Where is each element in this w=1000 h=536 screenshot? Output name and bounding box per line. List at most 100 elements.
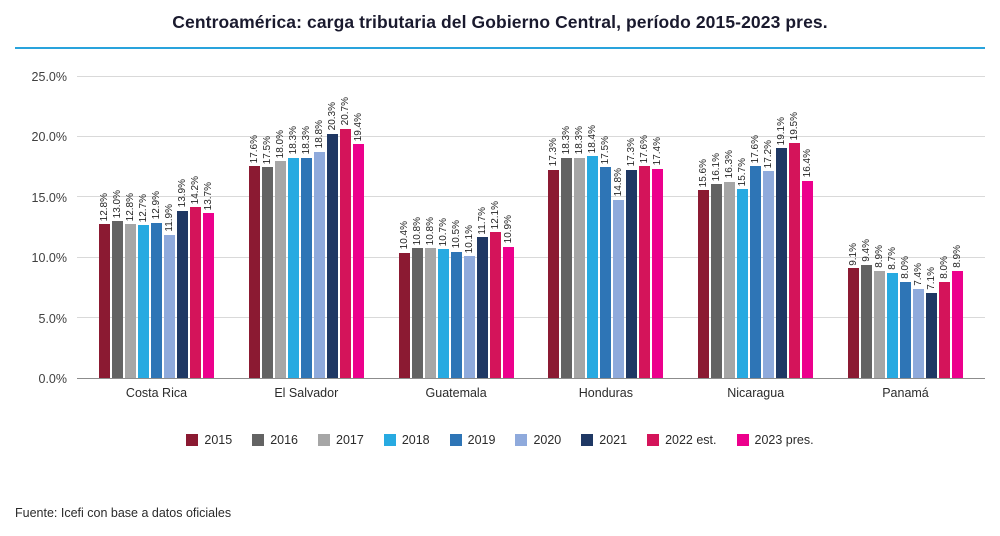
bar-value-label: 10.4% xyxy=(398,221,410,250)
bar-column: 8.0% xyxy=(899,77,911,378)
bar xyxy=(463,256,475,378)
bar-column: 8.7% xyxy=(886,77,898,378)
bar xyxy=(203,213,214,378)
bar-value-label: 17.5% xyxy=(261,135,273,165)
bar-group: 12.8% 13.0% 12.8% 12.7% 12.9% 11.9% 13.9% 14.2%… xyxy=(99,77,214,378)
bar-group: 17.3% 18.3% 18.3% 18.4% 17.5% 14.8% 17.3% 17.6%… xyxy=(548,77,664,378)
bar-value-label: 10.8% xyxy=(411,216,423,245)
bar-column: 7.1% xyxy=(925,77,937,378)
bar-column: 12.9% xyxy=(151,77,162,378)
bar-value-label: 18.4% xyxy=(587,125,599,154)
bar-value-label: 12.7% xyxy=(138,193,149,223)
bar xyxy=(164,234,175,378)
bar xyxy=(99,223,110,378)
bar xyxy=(476,237,488,378)
bar-value-label: 8.9% xyxy=(951,245,963,268)
bar-column: 10.4% xyxy=(398,77,410,378)
bar xyxy=(190,207,201,378)
bar xyxy=(339,128,351,378)
bar-chart: 0.0% 5.0% 10.0% 15.0% 20.0% 25.0% 12.8% 13.0% 1… xyxy=(15,70,985,409)
bar xyxy=(860,264,872,378)
legend-label: 2016 xyxy=(270,433,299,447)
bar xyxy=(548,169,560,378)
bar-column: 20.7% xyxy=(339,77,351,378)
bar-column: 18.3% xyxy=(287,77,299,378)
bar-value-label: 9.4% xyxy=(860,239,872,262)
bar-column: 17.6% xyxy=(750,77,762,378)
bar xyxy=(711,184,723,378)
legend-item: 2022 est. xyxy=(647,433,717,447)
bar xyxy=(847,268,859,378)
bar-column: 19.4% xyxy=(352,77,364,378)
bar xyxy=(326,133,338,378)
legend-label: 2021 xyxy=(599,433,628,447)
bar-value-label: 19.4% xyxy=(352,113,364,142)
bar-value-label: 16.3% xyxy=(724,150,736,179)
bar-value-label: 10.5% xyxy=(450,220,462,249)
bar-value-label: 12.9% xyxy=(151,191,162,220)
bar-column: 8.9% xyxy=(951,77,963,378)
source-note: Fuente: Icefi con base a datos oficiales xyxy=(15,506,232,520)
bar-value-label: 19.5% xyxy=(789,111,801,141)
bar xyxy=(639,166,651,378)
bar xyxy=(300,157,312,378)
bar-value-label: 8.0% xyxy=(899,255,911,279)
bar xyxy=(737,188,749,378)
x-axis-label: Nicaragua xyxy=(727,386,785,400)
bar-value-label: 8.7% xyxy=(886,247,898,271)
bar-value-label: 8.9% xyxy=(873,245,885,268)
bar-column: 17.5% xyxy=(261,77,273,378)
y-tick-label: 0.0% xyxy=(38,372,68,386)
bar-column: 17.5% xyxy=(600,77,612,378)
bar-value-label: 18.3% xyxy=(300,126,312,155)
bar-value-label: 16.1% xyxy=(711,152,723,182)
legend-swatch xyxy=(252,434,265,446)
bar-column: 18.0% xyxy=(274,77,286,378)
bar xyxy=(912,288,924,378)
bar-value-label: 10.9% xyxy=(502,215,514,244)
bar-column: 19.1% xyxy=(776,77,788,378)
bar xyxy=(125,223,136,378)
bar xyxy=(750,166,762,378)
x-axis: Costa Rica El Salvador Guatemala Honduras Ni… xyxy=(77,386,985,409)
bar-column: 14.8% xyxy=(613,77,625,378)
bar-column: 9.1% xyxy=(847,77,859,378)
bar-value-label: 14.8% xyxy=(613,168,625,197)
bar-column: 17.2% xyxy=(763,77,775,378)
bar xyxy=(925,292,937,378)
bar-value-label: 20.3% xyxy=(326,102,338,131)
bar-value-label: 17.5% xyxy=(600,135,612,165)
bar xyxy=(437,249,449,378)
bar-column: 17.6% xyxy=(248,77,260,378)
bar xyxy=(763,170,775,378)
bar-column: 14.2% xyxy=(190,77,201,378)
bar xyxy=(411,247,423,378)
bar-column: 11.9% xyxy=(164,77,175,378)
bar-value-label: 18.0% xyxy=(274,129,286,159)
bar xyxy=(112,221,123,378)
bar xyxy=(177,210,188,378)
title-divider xyxy=(15,47,985,49)
bar-value-label: 13.0% xyxy=(112,190,123,219)
bar xyxy=(287,157,299,378)
y-tick-label: 25.0% xyxy=(31,70,67,84)
bar-column: 18.3% xyxy=(300,77,312,378)
bar-column: 17.6% xyxy=(639,77,651,378)
bar xyxy=(899,281,911,378)
bar-column: 17.3% xyxy=(548,77,560,378)
bar-column: 10.8% xyxy=(424,77,436,378)
bar-value-label: 9.1% xyxy=(847,242,859,266)
bar-column: 10.5% xyxy=(450,77,462,378)
bar xyxy=(951,270,963,378)
bar-column: 10.8% xyxy=(411,77,423,378)
legend: 2015 2016 2017 2018 2019 2020 2021 2022 est. 202… xyxy=(15,433,985,447)
legend-swatch xyxy=(515,434,528,446)
legend-item: 2019 xyxy=(449,433,495,447)
bar xyxy=(352,144,364,378)
x-axis-label: Panamá xyxy=(882,386,929,400)
plot-area: 12.8% 13.0% 12.8% 12.7% 12.9% 11.9% 13.9% 14.2%… xyxy=(77,76,985,379)
bar-column: 16.3% xyxy=(724,77,736,378)
bar xyxy=(561,157,573,378)
bar-value-label: 11.7% xyxy=(476,206,488,235)
bar xyxy=(574,157,586,378)
